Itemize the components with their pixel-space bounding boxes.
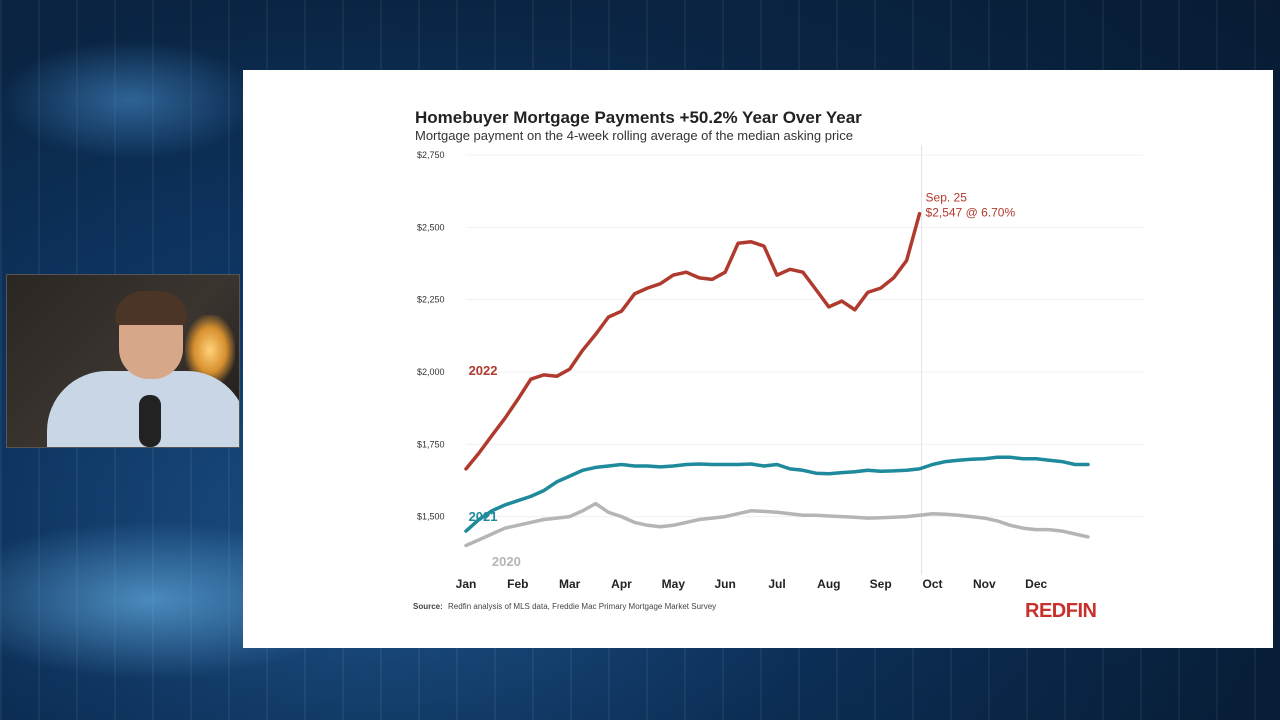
x-tick-label: Dec <box>1025 577 1047 591</box>
background-glow-top <box>0 40 260 160</box>
x-tick-label: Nov <box>973 577 996 591</box>
microphone <box>139 395 161 447</box>
grid-lines <box>466 154 1143 518</box>
annotation-date: Sep. 25 <box>926 190 968 204</box>
series-line-2021 <box>464 455 1090 533</box>
source-text: Redfin analysis of MLS data, Freddie Mac… <box>448 602 716 611</box>
series-lines <box>464 211 1090 548</box>
x-tick-label: Mar <box>559 577 581 591</box>
redfin-logo: REDFIN <box>1025 600 1097 622</box>
x-tick-label: Oct <box>922 577 942 591</box>
series-label-2022: 2022 <box>469 363 498 378</box>
x-axis-ticks: Jan Feb Mar Apr May Jun Jul Aug Sep Oct Nov Dec <box>456 577 1048 591</box>
series-line-2022 <box>464 211 922 471</box>
chart-subtitle: Mortgage payment on the 4-week rolling a… <box>415 128 853 143</box>
x-tick-label: Jun <box>714 577 735 591</box>
series-label-2020: 2020 <box>492 554 521 569</box>
x-tick-label: Aug <box>817 577 840 591</box>
webcam-feed <box>6 274 240 448</box>
y-axis-ticks: $1,500 $1,750 $2,000 $2,250 $2,500 $2,750 <box>417 150 445 522</box>
y-tick-label: $1,750 <box>417 439 445 449</box>
series-labels: 2022 2021 2020 <box>469 363 521 569</box>
chart-slide: Homebuyer Mortgage Payments +50.2% Year … <box>243 70 1273 648</box>
source-note: Source: Redfin analysis of MLS data, Fre… <box>413 602 716 611</box>
y-tick-label: $2,250 <box>417 295 445 305</box>
annotation-value: $2,547 @ 6.70% <box>926 205 1016 219</box>
y-tick-label: $1,500 <box>417 512 445 522</box>
x-tick-label: Jan <box>456 577 477 591</box>
y-tick-label: $2,000 <box>417 367 445 377</box>
x-tick-label: Apr <box>611 577 632 591</box>
source-label: Source: <box>413 602 443 611</box>
presenter-hair <box>115 291 187 325</box>
x-tick-label: Jul <box>768 577 785 591</box>
chart-title: Homebuyer Mortgage Payments +50.2% Year … <box>415 108 862 127</box>
series-line-2020 <box>464 501 1090 548</box>
x-tick-label: Feb <box>507 577 528 591</box>
line-chart: Homebuyer Mortgage Payments +50.2% Year … <box>413 108 1143 622</box>
x-tick-label: Sep <box>870 577 892 591</box>
series-label-2021: 2021 <box>469 509 498 524</box>
y-tick-label: $2,500 <box>417 222 445 232</box>
x-tick-label: May <box>662 577 686 591</box>
y-tick-label: $2,750 <box>417 150 445 160</box>
